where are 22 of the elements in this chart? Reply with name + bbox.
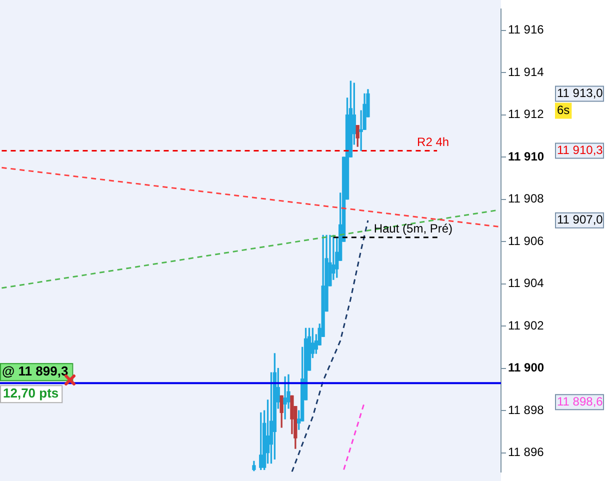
y-tick-label: 11 898: [508, 402, 544, 417]
text: 11 913,0: [557, 86, 604, 100]
y-tick-label: 11 914: [508, 64, 544, 79]
series-label: Haut (5m, Pré): [374, 222, 453, 236]
y-tick-label: 11 910: [508, 149, 544, 164]
text: 6s: [557, 103, 570, 118]
y-tick-label: 11 916: [508, 22, 544, 37]
y-tick-label: 11 904: [508, 276, 544, 290]
y-tick-label: 11 906: [508, 234, 544, 248]
y-tick-label: 11 912: [508, 107, 544, 122]
annotation: 12,70 pts: [3, 386, 59, 401]
candlestick: [283, 376, 287, 420]
y-tick-label: 11 902: [508, 318, 544, 332]
line-series: [291, 220, 369, 472]
text: 11 910,3: [557, 143, 604, 158]
series-label: R2 4h: [417, 135, 450, 150]
text: 11 898,6: [557, 394, 604, 408]
y-tick-label: 11 908: [508, 192, 544, 206]
ref-line-label: @ 11 899,3: [2, 364, 68, 379]
text: 11 907,0: [557, 212, 604, 227]
y-tick-label: 11 896: [508, 445, 544, 460]
y-tick-label: 11 900: [508, 360, 544, 375]
